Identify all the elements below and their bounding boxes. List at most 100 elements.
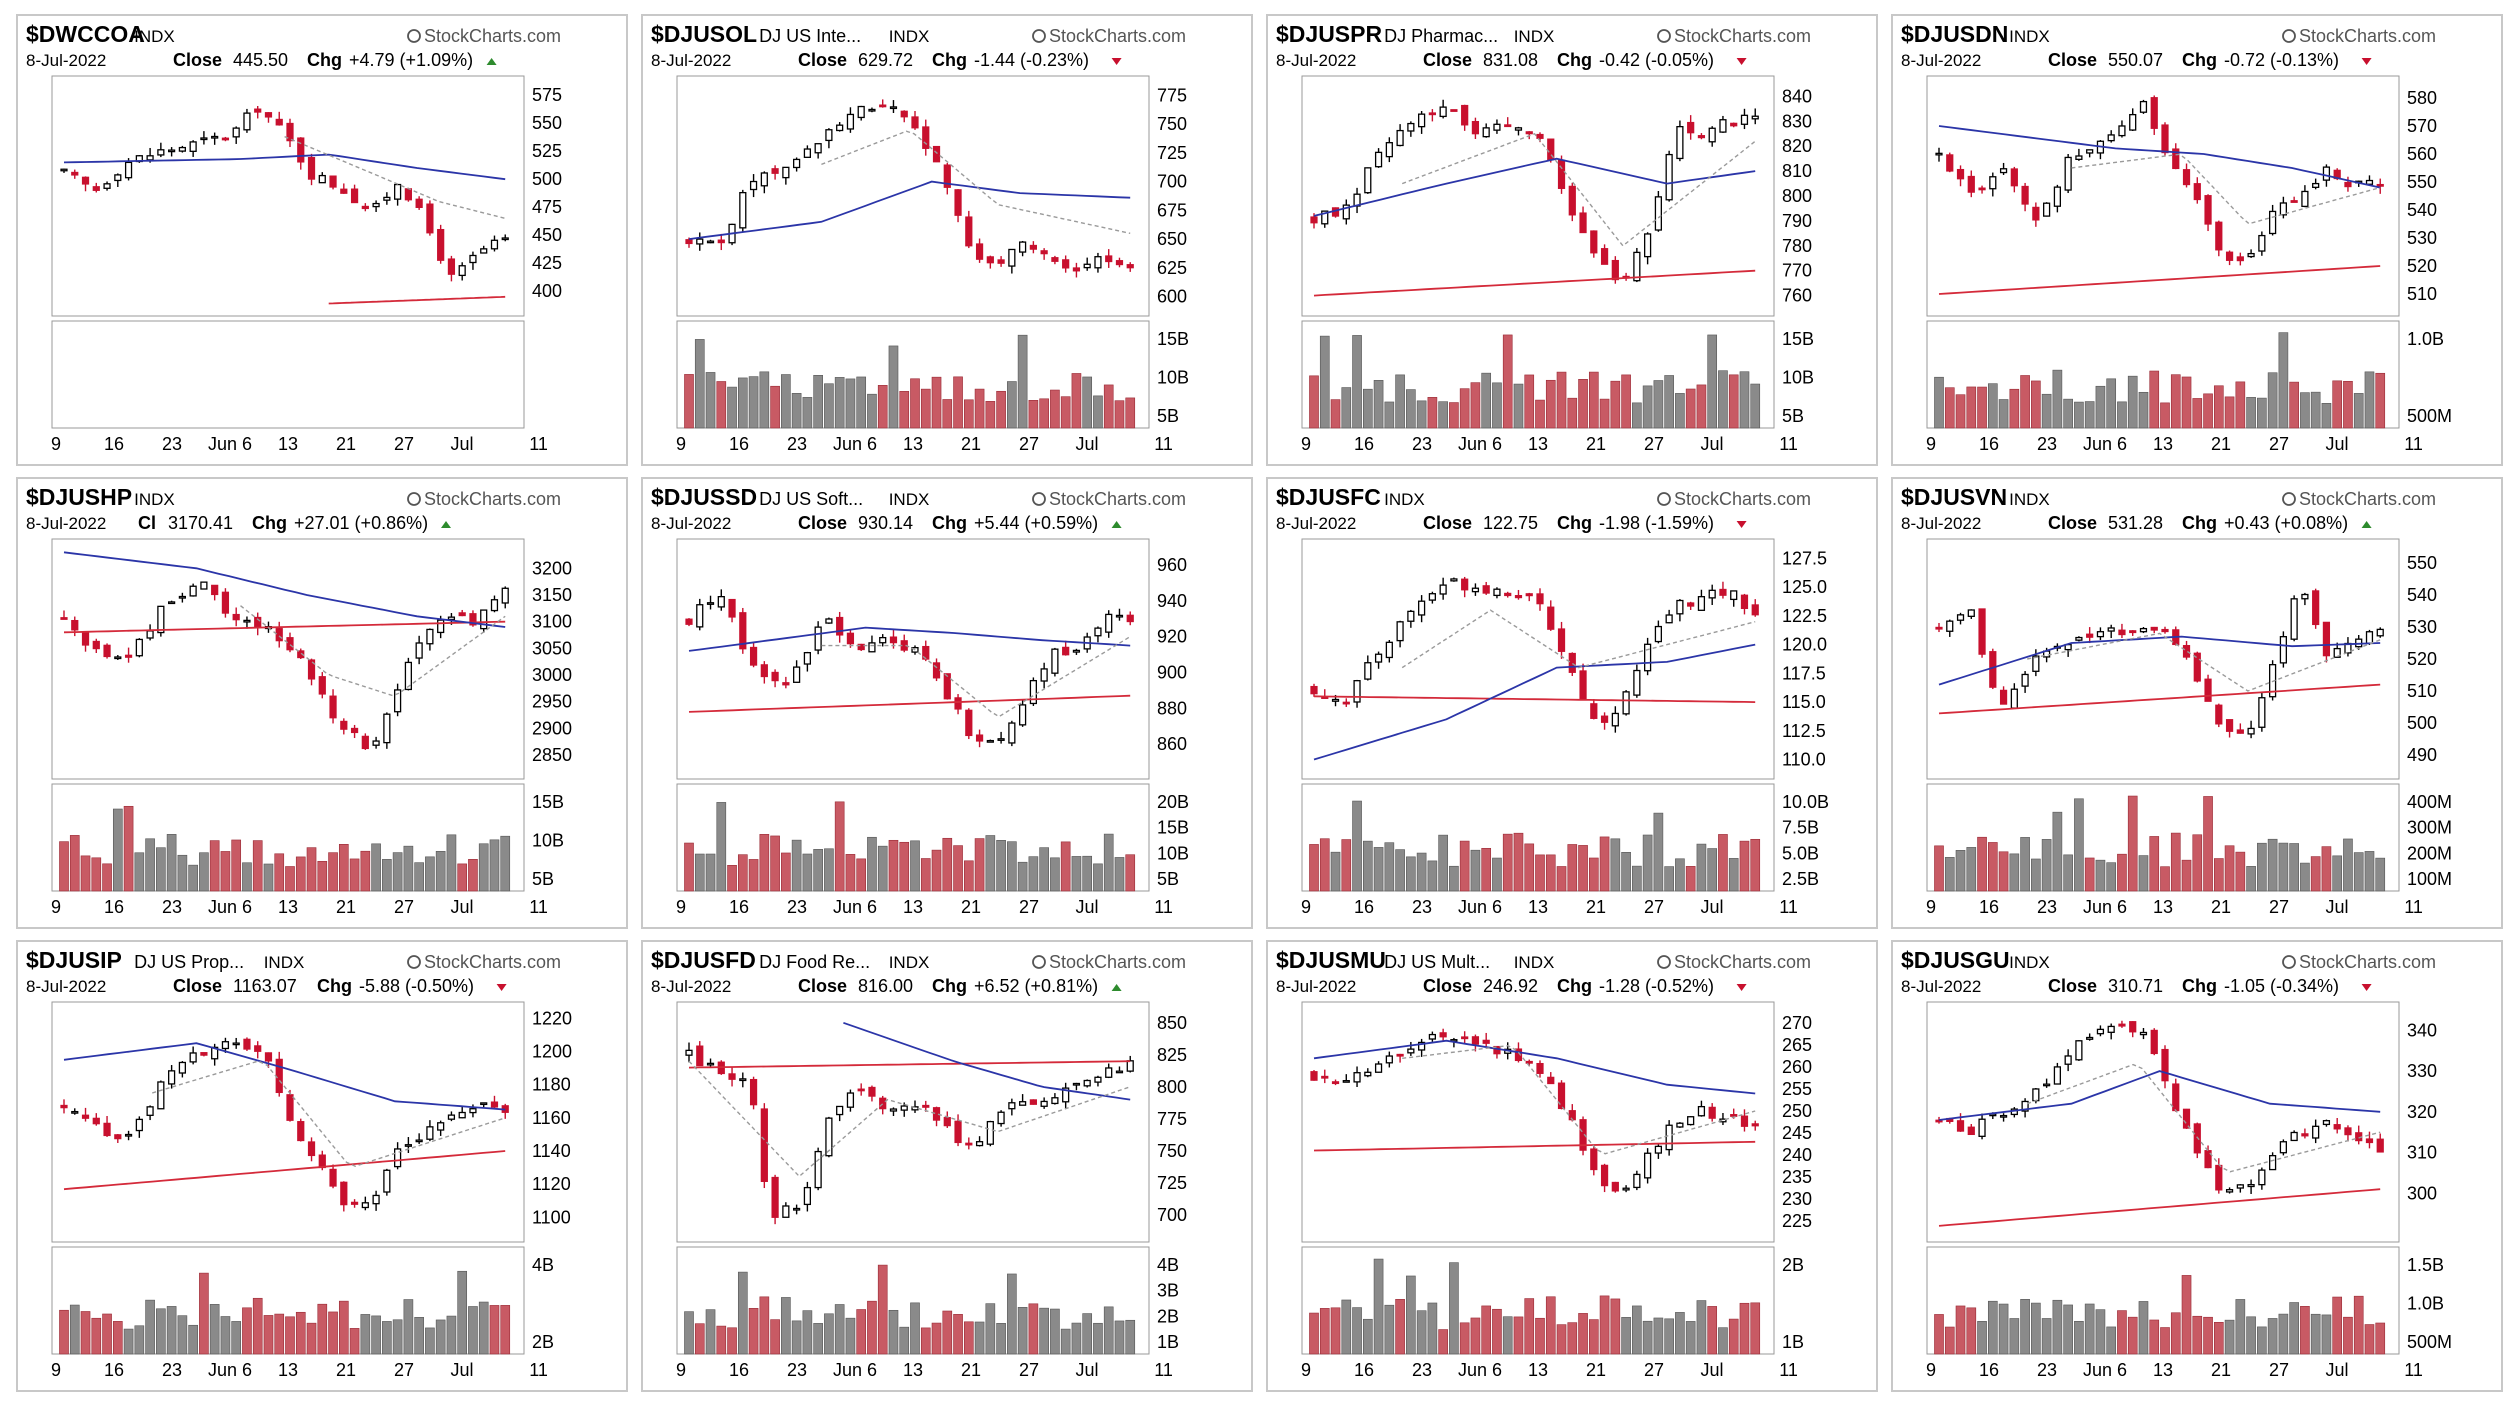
- volume-bar: [1373, 1258, 1384, 1355]
- volume-bar: [705, 1309, 716, 1355]
- volume-bar: [2257, 1326, 2267, 1355]
- candle: [1471, 117, 1480, 140]
- chart-panel-djuspr: $DJUSPR DJ Pharmac... INDX StockCharts.com 8…: [1266, 14, 1878, 466]
- candle: [2118, 1020, 2126, 1028]
- volume-bar: [112, 808, 123, 892]
- date-label: 8-Jul-2022: [1276, 51, 1356, 70]
- candle: [372, 200, 380, 212]
- candle: [1008, 720, 1016, 747]
- candles: [60, 105, 509, 282]
- x-tick-label: 11: [529, 897, 548, 917]
- volume-bar: [1934, 845, 1944, 892]
- volume-bar: [1309, 844, 1319, 892]
- candle: [1568, 182, 1576, 222]
- volume-bar: [963, 1321, 974, 1355]
- volume-bar: [91, 1317, 102, 1355]
- volume-bar: [1728, 1318, 1739, 1355]
- price-tick-label: 920: [1157, 627, 1187, 647]
- candle: [2376, 627, 2384, 638]
- volume-bar: [2074, 401, 2084, 429]
- volume-bar: [1987, 842, 1998, 892]
- candle: [2075, 636, 2083, 642]
- candle: [1051, 1093, 1059, 1105]
- candle: [2247, 720, 2255, 739]
- volume-tick-label: 1.0B: [2407, 1294, 2444, 1314]
- x-tick-label: 13: [903, 897, 923, 917]
- volume-bar: [500, 1305, 511, 1355]
- candle: [1687, 1116, 1695, 1126]
- x-tick-label: 23: [1412, 1360, 1432, 1380]
- volume-bar: [1028, 1303, 1039, 1355]
- x-tick-label: 21: [336, 897, 356, 917]
- brand-logo: StockCharts.com: [1657, 952, 1811, 972]
- volume-bar: [2031, 858, 2041, 892]
- brand-logo: StockCharts.com: [407, 489, 561, 509]
- candle: [717, 233, 725, 251]
- volume-bar: [1675, 393, 1685, 429]
- volume-bar: [1977, 1321, 1987, 1355]
- volume-bar: [1642, 834, 1653, 892]
- price-tick-label: 775: [1157, 85, 1187, 105]
- volume-bar: [2192, 834, 2203, 892]
- candle: [836, 122, 844, 132]
- candle: [1999, 162, 2008, 175]
- volume-bar: [1341, 1299, 1352, 1355]
- copyright-icon: [1032, 492, 1046, 506]
- volume-bar: [770, 1319, 780, 1355]
- candle: [2096, 627, 2105, 641]
- x-tick-label: 13: [278, 897, 298, 917]
- volume-bar: [1416, 400, 1427, 429]
- volume-bar: [1728, 858, 1739, 892]
- volume-bar: [1416, 852, 1427, 892]
- candle: [114, 655, 122, 660]
- candle: [81, 176, 90, 192]
- volume-bar: [1492, 857, 1502, 892]
- x-tick-label: Jun 6: [833, 434, 877, 454]
- candle: [2258, 231, 2266, 256]
- volume-bar: [1955, 394, 1966, 429]
- price-tick-label: 940: [1157, 591, 1187, 611]
- volume-bar: [1707, 848, 1718, 892]
- x-tick-label: 16: [1354, 434, 1374, 454]
- volume-bar: [1093, 1322, 1103, 1355]
- x-tick-label: 13: [1528, 897, 1548, 917]
- volume-bar: [1664, 1318, 1674, 1355]
- price-tick-label: 900: [1157, 662, 1187, 682]
- x-tick-label: 11: [2404, 897, 2423, 917]
- volume-bar: [1438, 834, 1448, 892]
- candle: [1493, 587, 1501, 599]
- candle: [749, 642, 758, 668]
- candles: [60, 1037, 509, 1212]
- candle: [361, 1196, 369, 1211]
- volume-bar: [2343, 1316, 2353, 1355]
- candle: [2010, 166, 2018, 193]
- volume-bar: [2181, 1275, 2192, 1355]
- x-tick-label: 11: [1779, 1360, 1798, 1380]
- candle: [1310, 683, 1318, 697]
- ma10-line: [284, 135, 506, 220]
- candle: [2247, 1179, 2255, 1194]
- price-tick-label: 127.5: [1782, 548, 1827, 568]
- x-tick-label: Jun 6: [208, 897, 252, 917]
- candle: [2096, 1025, 2105, 1037]
- price-tick-label: 510: [2407, 681, 2437, 701]
- candle: [2064, 154, 2072, 194]
- x-tick-label: 27: [2269, 434, 2289, 454]
- volume-bar: [1125, 397, 1136, 429]
- change-label: Chg: [932, 976, 967, 996]
- volume-bar: [931, 1322, 942, 1355]
- volume-bar: [2117, 401, 2127, 429]
- price-tick-label: 760: [1782, 286, 1812, 306]
- ma10-line: [1401, 132, 1756, 247]
- candle: [361, 733, 369, 750]
- change-label: Chg: [252, 513, 287, 533]
- candle: [2150, 95, 2158, 135]
- ma50-line: [63, 153, 506, 181]
- x-tick-label: Jul: [1700, 897, 1723, 917]
- down-arrow-icon: [2361, 984, 2372, 991]
- x-tick-label: 21: [961, 434, 981, 454]
- volume-bar: [1114, 857, 1125, 892]
- volume-bar: [877, 385, 888, 429]
- volume-bar: [1050, 857, 1060, 892]
